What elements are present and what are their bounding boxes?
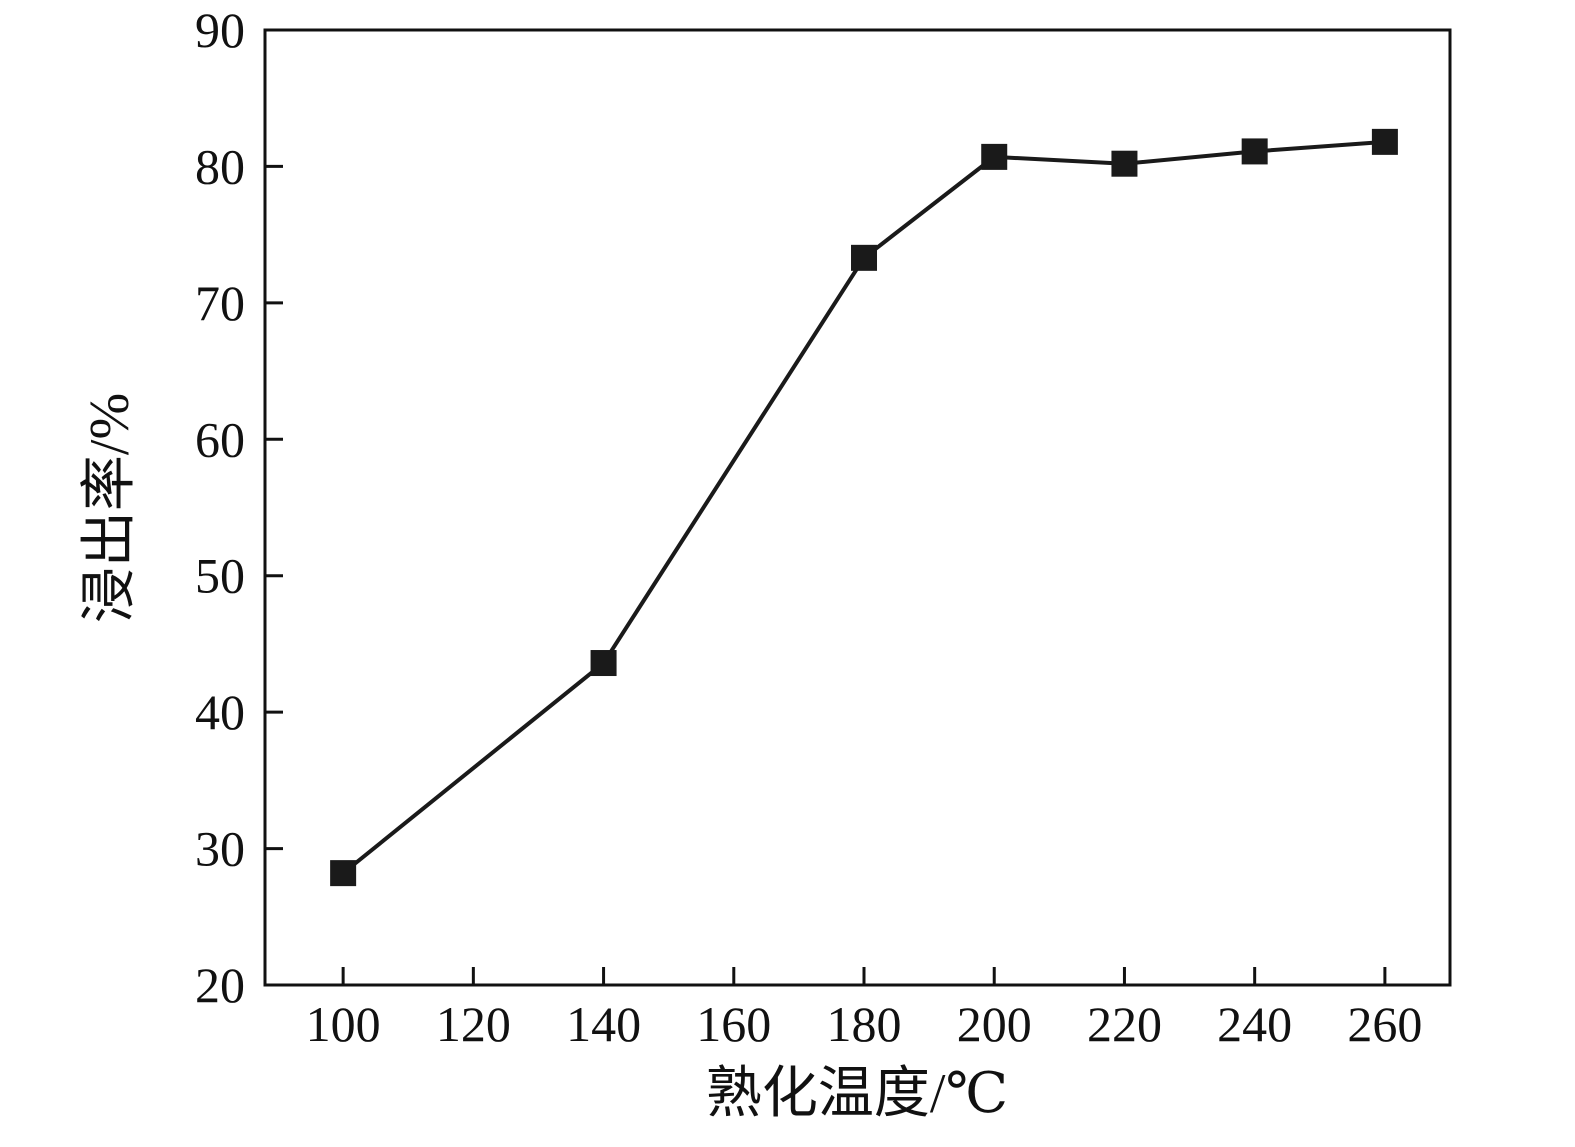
plot-border: [263, 28, 1452, 987]
x-tick-label: 140: [566, 996, 641, 1052]
data-point-marker: [1371, 128, 1398, 155]
y-tick-label: 80: [195, 138, 245, 194]
y-tick-label: 30: [195, 821, 245, 877]
y-tick-label: 20: [195, 957, 245, 1013]
plot-frame: [263, 28, 1452, 987]
x-tick-label: 180: [827, 996, 902, 1052]
axis-tick-labels: 100 120 140 160 180 200 220 240 260 20 30 40 50 60 70 8…: [195, 2, 1422, 1052]
y-tick-label: 70: [195, 275, 245, 331]
x-tick-label: 200: [957, 996, 1032, 1052]
x-tick-label: 160: [696, 996, 771, 1052]
x-tick-label: 220: [1087, 996, 1162, 1052]
data-point-marker: [1241, 138, 1268, 165]
y-tick-label: 40: [195, 684, 245, 740]
x-tick-label: 240: [1217, 996, 1292, 1052]
y-axis-label: 浸出率/%: [79, 393, 141, 623]
x-tick-label: 120: [436, 996, 511, 1052]
y-tick-label: 50: [195, 548, 245, 604]
x-axis-label: 熟化温度/℃: [706, 1063, 1008, 1125]
data-point-marker: [1111, 150, 1138, 177]
y-tick-label: 60: [195, 411, 245, 467]
data-point-marker: [851, 244, 878, 271]
data-point-marker: [590, 650, 617, 677]
y-tick-label: 90: [195, 2, 245, 58]
x-tick-label: 100: [306, 996, 381, 1052]
data-point-marker: [981, 143, 1008, 170]
x-tick-label: 260: [1347, 996, 1422, 1052]
data-point-marker: [330, 860, 357, 887]
axis-ticks: [265, 28, 1387, 987]
data-series-markers: [330, 128, 1398, 887]
